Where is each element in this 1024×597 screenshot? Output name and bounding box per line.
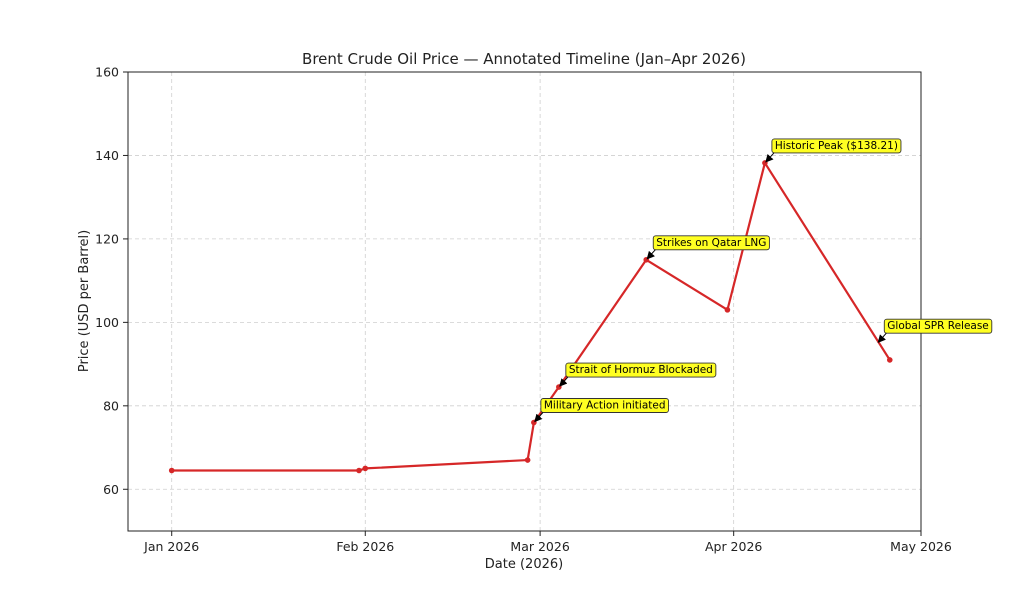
annotation: Global SPR Release [877, 318, 993, 343]
data-point [362, 465, 369, 472]
annotation-arrow [765, 152, 775, 163]
y-tick-label: 120 [95, 231, 119, 246]
series-layer [168, 160, 893, 474]
annotation-label: Strait of Hormuz Blockaded [569, 364, 713, 376]
y-axis-label: Price (USD per Barrel) [77, 230, 92, 372]
x-tick-label: Jan 2026 [143, 539, 199, 554]
x-tick-label: Feb 2026 [336, 539, 394, 554]
data-point [356, 467, 362, 474]
x-axis: Jan 2026 Feb 2026 Mar 2026 Apr 2026 May 2026 [143, 531, 952, 554]
data-point [168, 467, 175, 474]
y-tick-label: 140 [95, 148, 119, 163]
chart-title: Brent Crude Oil Price — Annotated Timeli… [302, 50, 746, 68]
annotations-layer: Military Action initiated Strait of Hormu… [534, 138, 993, 423]
annotation-label: Strikes on Qatar LNG [656, 237, 766, 249]
y-tick-label: 160 [95, 65, 119, 80]
series-line [171, 161, 891, 472]
y-tick-label: 80 [103, 398, 119, 413]
annotation-label: Military Action initiated [544, 400, 666, 412]
data-point [724, 307, 731, 313]
annotation: Strait of Hormuz Blockaded [559, 362, 717, 387]
annotation: Historic Peak ($138.21) [765, 138, 902, 163]
annotation: Strikes on Qatar LNG [646, 235, 770, 260]
annotation-arrow [877, 332, 887, 343]
x-tick-label: Apr 2026 [705, 539, 762, 554]
data-point [524, 457, 531, 463]
annotation-box [883, 318, 993, 334]
annotation: Military Action initiated [534, 398, 669, 423]
x-tick-label: Mar 2026 [510, 539, 569, 554]
y-tick-label: 100 [95, 315, 119, 330]
y-axis: 60 80 100 120 140 160 [95, 65, 128, 497]
annotation-arrow [534, 412, 544, 423]
annotation-box [771, 138, 902, 154]
x-axis-label: Date (2026) [485, 557, 563, 572]
plot-area-frame [127, 71, 922, 532]
data-point [886, 357, 893, 363]
annotation-label: Global SPR Release [887, 320, 989, 332]
annotation-box [540, 398, 669, 413]
annotation-box [565, 362, 717, 378]
annotation-box [652, 235, 770, 251]
x-tick-label: May 2026 [890, 539, 952, 554]
y-tick-label: 60 [103, 482, 119, 497]
annotation-label: Historic Peak ($138.21) [775, 140, 898, 152]
annotation-arrow [559, 376, 569, 387]
annotation-arrow [646, 249, 656, 260]
